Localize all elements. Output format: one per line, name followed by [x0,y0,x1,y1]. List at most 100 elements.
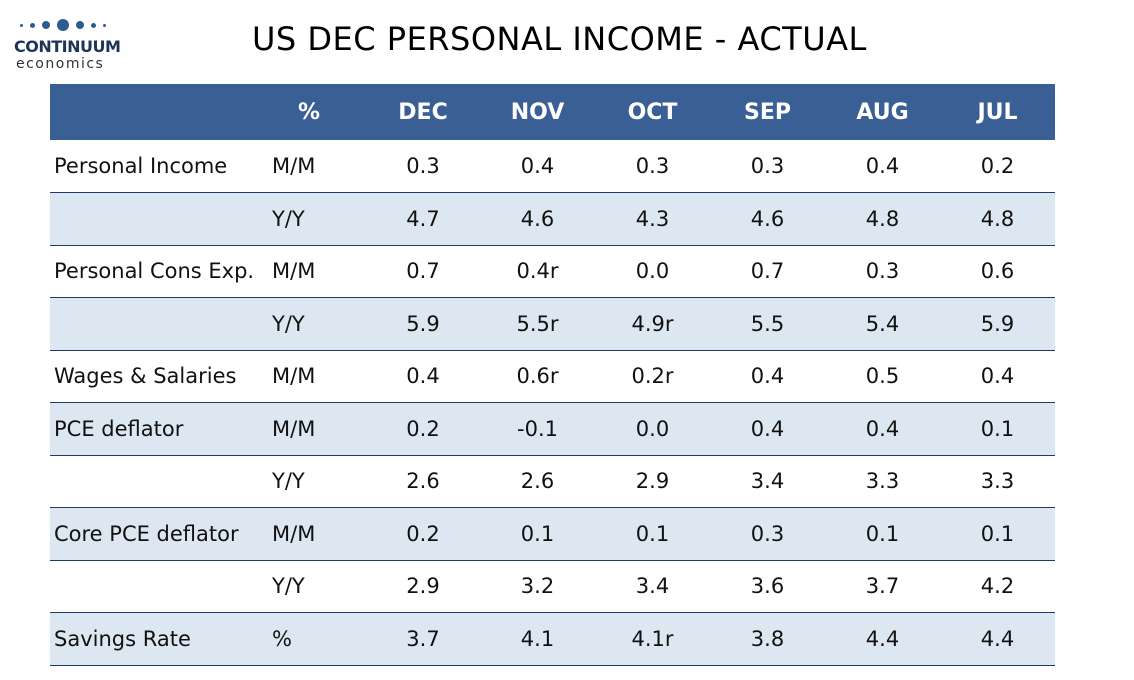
row-label: Core PCE deflator [50,507,268,561]
cell-value: 0.4 [825,140,940,193]
table-row: Personal Cons Exp. M/M 0.7 0.4r 0.0 0.7 0.3 0.6 [50,245,1055,298]
row-label: Personal Income [50,140,268,193]
cell-value: 0.3 [366,140,480,193]
cell-value: 0.0 [595,402,710,456]
cell-value: 0.1 [825,507,940,561]
row-unit: M/M [268,350,366,403]
row-unit: Y/Y [268,455,366,508]
logo-name: CONTINUUM [14,37,121,56]
cell-value: 4.1 [480,612,595,666]
table-row: PCE deflator M/M 0.2 -0.1 0.0 0.4 0.4 0.1 [50,402,1055,456]
cell-value: 0.1 [595,507,710,561]
cell-value: 4.8 [825,192,940,246]
row-label [50,192,268,246]
data-table: % DEC NOV OCT SEP AUG JUL Personal Income M/M 0.… [50,84,1055,666]
cell-value: 4.9r [595,297,710,351]
cell-value: 3.4 [710,455,825,508]
cell-value: 4.2 [940,560,1055,613]
cell-value: 0.7 [366,245,480,298]
cell-value: 4.6 [480,192,595,246]
cell-value: 0.3 [825,245,940,298]
logo-dots-icon [14,14,134,36]
cell-value: 0.2 [366,507,480,561]
column-header-oct: OCT [627,99,678,125]
cell-value: 3.7 [825,560,940,613]
cell-value: 3.6 [710,560,825,613]
cell-value: 0.4 [710,402,825,456]
cell-value: 3.2 [480,560,595,613]
table-row: Core PCE deflator M/M 0.2 0.1 0.1 0.3 0.1 0.1 [50,507,1055,561]
cell-value: 0.6r [480,350,595,403]
cell-value: 2.9 [595,455,710,508]
row-unit: Y/Y [268,560,366,613]
table-row: Y/Y 5.9 5.5r 4.9r 5.5 5.4 5.9 [50,297,1055,351]
row-label: PCE deflator [50,402,268,456]
table-row: Y/Y 4.7 4.6 4.3 4.6 4.8 4.8 [50,192,1055,246]
row-label [50,455,268,508]
cell-value: 0.4r [480,245,595,298]
table-row: Savings Rate% 3.7 4.1 4.1r 3.8 4.4 4.4 [50,612,1055,666]
cell-value: 5.5r [480,297,595,351]
row-label: Personal Cons Exp. [50,245,268,298]
cell-value: 5.9 [940,297,1055,351]
cell-value: 0.1 [480,507,595,561]
row-unit: Y/Y [268,192,366,246]
cell-value: 4.1r [595,612,710,666]
table-row: Wages & Salaries M/M 0.4 0.6r 0.2r 0.4 0.5 0.4 [50,350,1055,403]
cell-value: 0.3 [710,140,825,193]
row-unit: M/M [268,140,366,193]
cell-value: 0.0 [595,245,710,298]
cell-value: 0.4 [940,350,1055,403]
row-label [50,560,268,613]
cell-value: 0.3 [595,140,710,193]
cell-value: 0.4 [480,140,595,193]
cell-value: 0.1 [940,402,1055,456]
row-unit: % [268,612,366,666]
cell-value: 3.3 [825,455,940,508]
cell-value: 4.6 [710,192,825,246]
cell-value: 0.3 [710,507,825,561]
cell-value: 0.2 [940,140,1055,193]
cell-value: 0.4 [710,350,825,403]
cell-value: 0.2 [366,402,480,456]
page-title: US DEC PERSONAL INCOME - ACTUAL [252,20,867,58]
cell-value: 4.4 [940,612,1055,666]
column-header-unit: % [298,99,321,125]
cell-value: -0.1 [480,402,595,456]
cell-value: 0.6 [940,245,1055,298]
cell-value: 5.9 [366,297,480,351]
cell-value: 0.7 [710,245,825,298]
table-row: Y/Y 2.6 2.6 2.9 3.4 3.3 3.3 [50,455,1055,508]
table-header-row: % DEC NOV OCT SEP AUG JUL [50,84,1055,140]
cell-value: 2.9 [366,560,480,613]
cell-value: 4.3 [595,192,710,246]
cell-value: 3.3 [940,455,1055,508]
cell-value: 0.2r [595,350,710,403]
column-header-aug: AUG [856,99,909,125]
column-header-label [50,84,268,140]
column-header-sep: SEP [744,99,791,125]
row-label: Wages & Salaries [50,350,268,403]
cell-value: 4.7 [366,192,480,246]
table-row: Personal Income M/M 0.3 0.4 0.3 0.3 0.4 0.2 [50,140,1055,193]
cell-value: 4.8 [940,192,1055,246]
cell-value: 0.4 [366,350,480,403]
column-header-nov: NOV [510,99,565,125]
cell-value: 0.4 [825,402,940,456]
logo-subtitle: economics [16,56,105,72]
cell-value: 5.4 [825,297,940,351]
table-body: Personal Income M/M 0.3 0.4 0.3 0.3 0.4 0.2 Y/Y 4… [50,140,1055,666]
row-unit: M/M [268,245,366,298]
cell-value: 2.6 [366,455,480,508]
cell-value: 2.6 [480,455,595,508]
cell-value: 3.8 [710,612,825,666]
cell-value: 0.5 [825,350,940,403]
cell-value: 0.1 [940,507,1055,561]
cell-value: 5.5 [710,297,825,351]
row-label: Savings Rate [50,612,268,666]
cell-value: 3.4 [595,560,710,613]
row-label [50,297,268,351]
row-unit: M/M [268,402,366,456]
column-header-dec: DEC [398,99,448,125]
row-unit: M/M [268,507,366,561]
